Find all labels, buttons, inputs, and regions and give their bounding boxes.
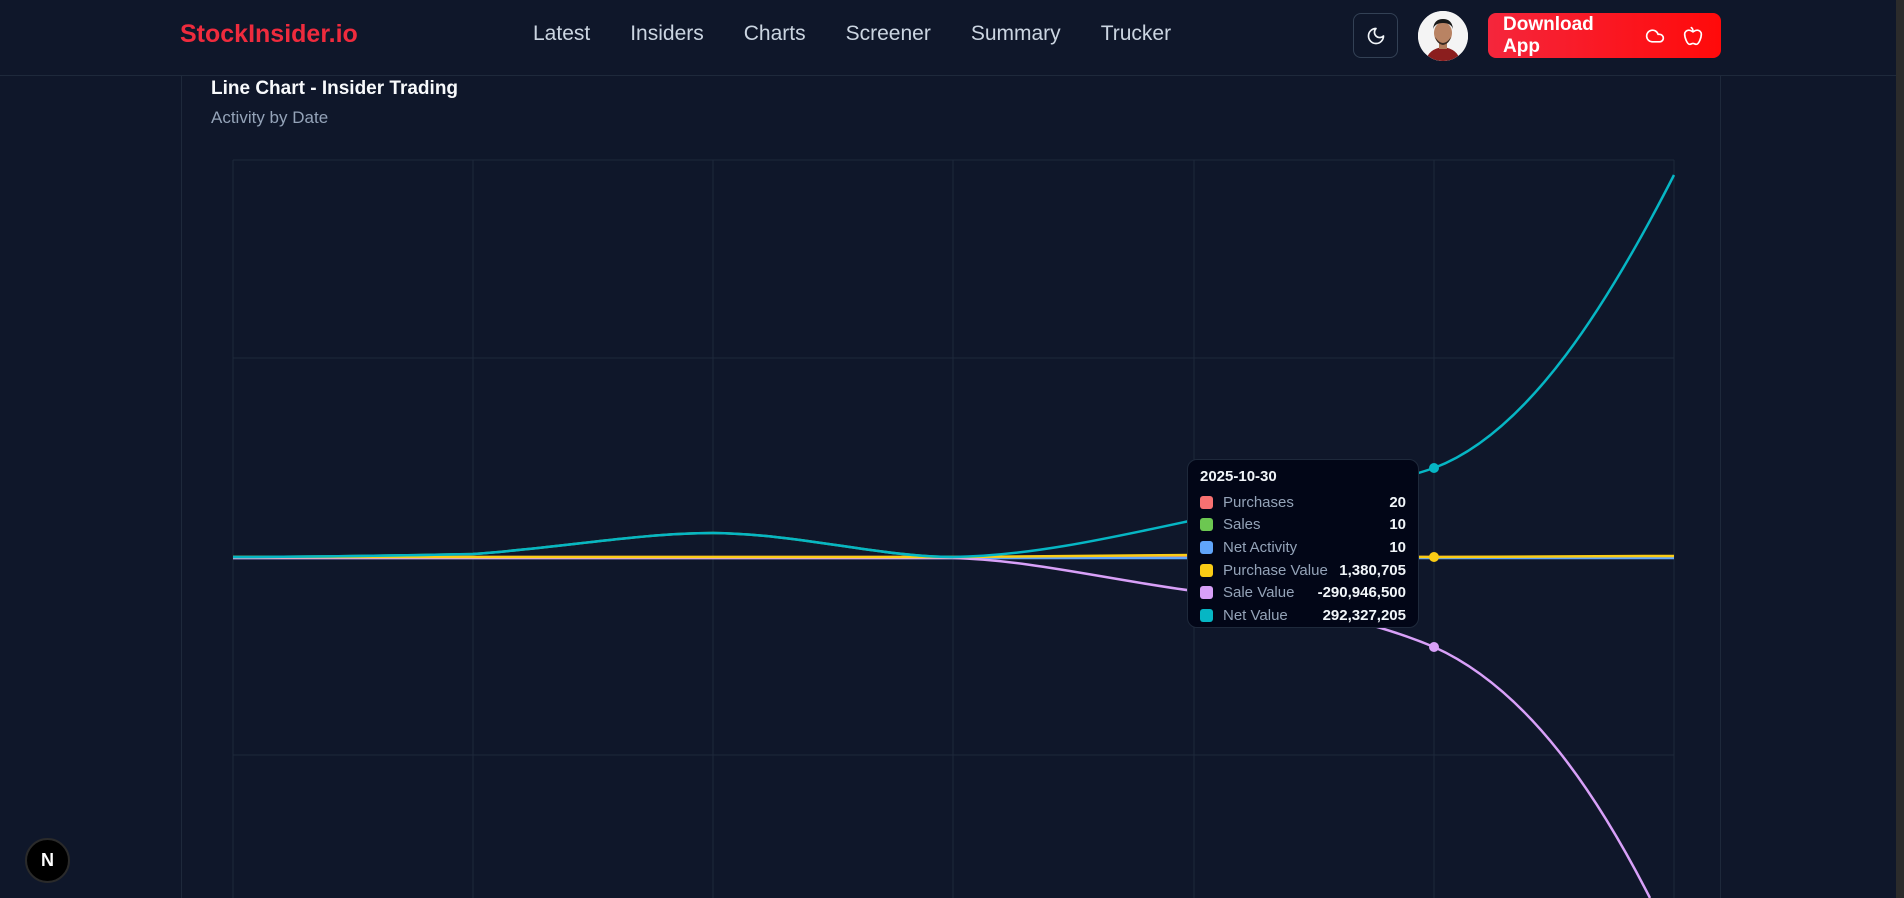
swatch-purchases xyxy=(1200,495,1213,509)
tooltip-row: Net Value 292,327,205 xyxy=(1200,604,1406,627)
tooltip-value: 1,380,705 xyxy=(1339,561,1406,579)
top-nav-bar: StockInsider.io Latest Insiders Charts S… xyxy=(0,0,1896,76)
nav-latest[interactable]: Latest xyxy=(533,22,591,45)
moon-icon xyxy=(1367,27,1384,44)
tooltip-label: Net Activity xyxy=(1223,538,1298,556)
nav-screener[interactable]: Screener xyxy=(845,22,931,45)
chart-tooltip: 2025-10-30 Purchases 20 Sales 10 Net Act… xyxy=(1187,459,1419,628)
avatar[interactable] xyxy=(1418,11,1468,61)
tooltip-row: Purchases 20 xyxy=(1200,491,1406,514)
nav-trucker[interactable]: Trucker xyxy=(1100,22,1172,45)
tooltip-value: 10 xyxy=(1389,516,1406,534)
tooltip-row: Net Activity 10 xyxy=(1200,536,1406,559)
page-scrollbar[interactable] xyxy=(1896,0,1904,898)
tooltip-label: Purchase Value xyxy=(1223,561,1328,579)
tooltip-value: 20 xyxy=(1389,493,1406,511)
tooltip-row: Purchase Value 1,380,705 xyxy=(1200,559,1406,582)
tooltip-value: 292,327,205 xyxy=(1322,606,1406,624)
tooltip-value: -290,946,500 xyxy=(1317,584,1406,602)
grid xyxy=(232,159,1675,898)
chart-card xyxy=(181,76,1721,898)
nav-charts[interactable]: Charts xyxy=(743,22,806,45)
logo[interactable]: StockInsider.io xyxy=(180,20,358,48)
apple-icon xyxy=(1683,26,1703,46)
active-points xyxy=(1429,463,1439,652)
download-app-label: Download App xyxy=(1503,13,1594,57)
swatch-sales xyxy=(1200,518,1213,532)
nextjs-dev-badge[interactable]: N xyxy=(25,838,70,883)
nextjs-logo-icon: N xyxy=(41,850,54,870)
download-app-button[interactable]: Download App xyxy=(1488,13,1721,58)
cloud-icon xyxy=(1645,26,1665,46)
tooltip-label: Sales xyxy=(1223,516,1261,534)
nav-summary[interactable]: Summary xyxy=(970,22,1061,45)
tooltip-label: Sale Value xyxy=(1223,584,1295,602)
tooltip-value: 10 xyxy=(1389,538,1406,556)
theme-toggle-button[interactable] xyxy=(1353,13,1398,58)
main-nav: Latest Insiders Charts Screener Summary … xyxy=(533,22,1211,46)
avatar-image xyxy=(1418,11,1468,61)
tooltip-date: 2025-10-30 xyxy=(1200,468,1277,485)
swatch-net-value xyxy=(1200,608,1213,622)
nav-insiders[interactable]: Insiders xyxy=(630,22,704,45)
point-net-value[interactable] xyxy=(1429,463,1439,473)
chart-subtitle: Activity by Date xyxy=(211,108,329,127)
tooltip-label: Purchases xyxy=(1223,493,1294,511)
tooltip-row: Sales 10 xyxy=(1200,514,1406,537)
tooltip-row: Sale Value -290,946,500 xyxy=(1200,581,1406,604)
chart-title: Line Chart - Insider Trading xyxy=(211,78,459,99)
series-net-value xyxy=(232,174,1676,559)
swatch-purchase-value xyxy=(1200,563,1213,577)
tooltip-label: Net Value xyxy=(1223,606,1288,624)
series-sale-value xyxy=(233,556,1652,898)
point-purchase-value[interactable] xyxy=(1429,552,1439,562)
swatch-sale-value xyxy=(1200,586,1213,600)
series-sales xyxy=(232,531,954,559)
point-sale-value[interactable] xyxy=(1429,642,1439,652)
swatch-net-activity xyxy=(1200,540,1213,554)
